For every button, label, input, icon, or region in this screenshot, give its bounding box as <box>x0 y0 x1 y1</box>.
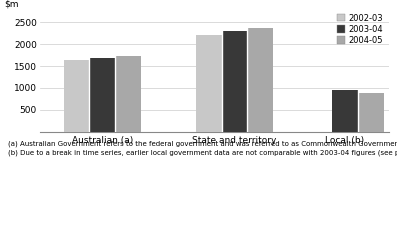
Bar <box>115 56 141 132</box>
Bar <box>89 58 115 132</box>
Bar <box>247 28 273 132</box>
Bar <box>196 35 222 132</box>
Bar <box>358 93 384 132</box>
Text: (a) Australian Government refers to the federal government and was referred to a: (a) Australian Government refers to the … <box>8 141 397 156</box>
Bar <box>64 60 89 132</box>
Legend: 2002-03, 2003-04, 2004-05: 2002-03, 2003-04, 2004-05 <box>335 12 385 46</box>
Bar <box>332 90 358 132</box>
Bar <box>222 31 247 132</box>
Y-axis label: $m: $m <box>4 0 19 9</box>
